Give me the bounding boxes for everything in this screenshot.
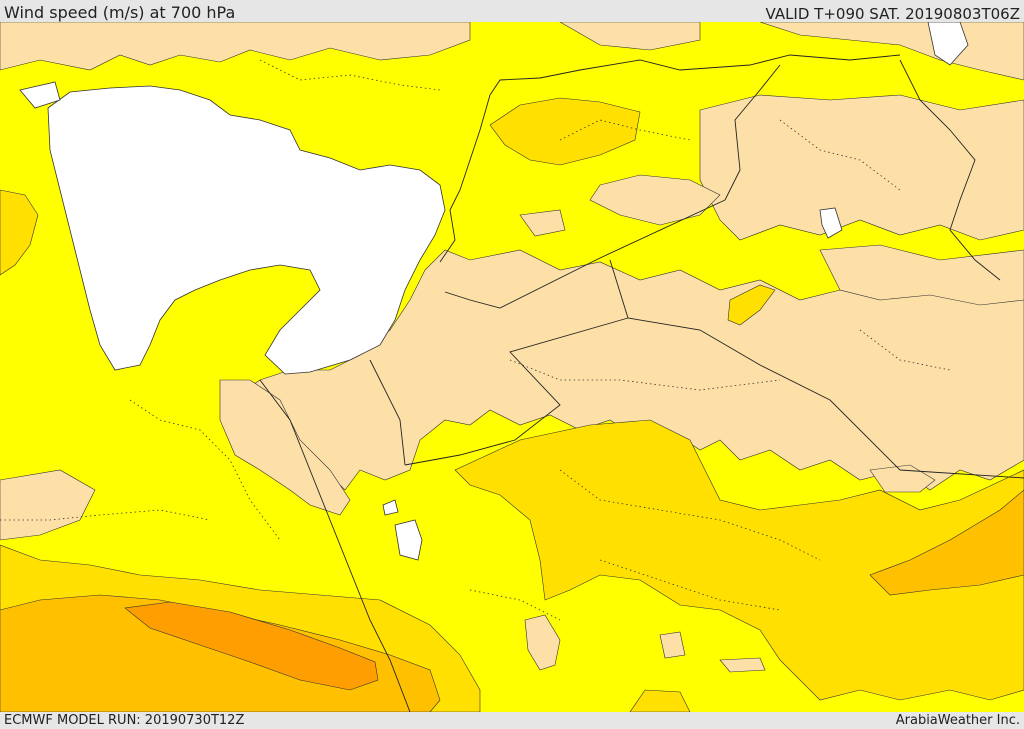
model-run-label: ECMWF MODEL RUN: 20190730T12Z bbox=[4, 713, 245, 728]
header-bar: Wind speed (m/s) at 700 hPa VALID T+090 … bbox=[0, 0, 1024, 23]
calm-regions bbox=[0, 22, 1024, 673]
jet-core-region bbox=[124, 601, 379, 691]
map-title: Wind speed (m/s) at 700 hPa bbox=[4, 3, 236, 22]
footer-bar: ECMWF MODEL RUN: 20190730T12Z ArabiaWeat… bbox=[0, 712, 1024, 729]
valid-time: VALID T+090 SAT. 20190803T06Z bbox=[765, 5, 1020, 23]
credit-label: ArabiaWeather Inc. bbox=[895, 713, 1020, 728]
admin-borders bbox=[0, 59, 951, 621]
wind-speed-map bbox=[0, 22, 1024, 712]
seas bbox=[19, 22, 969, 561]
country-borders bbox=[259, 54, 1024, 712]
